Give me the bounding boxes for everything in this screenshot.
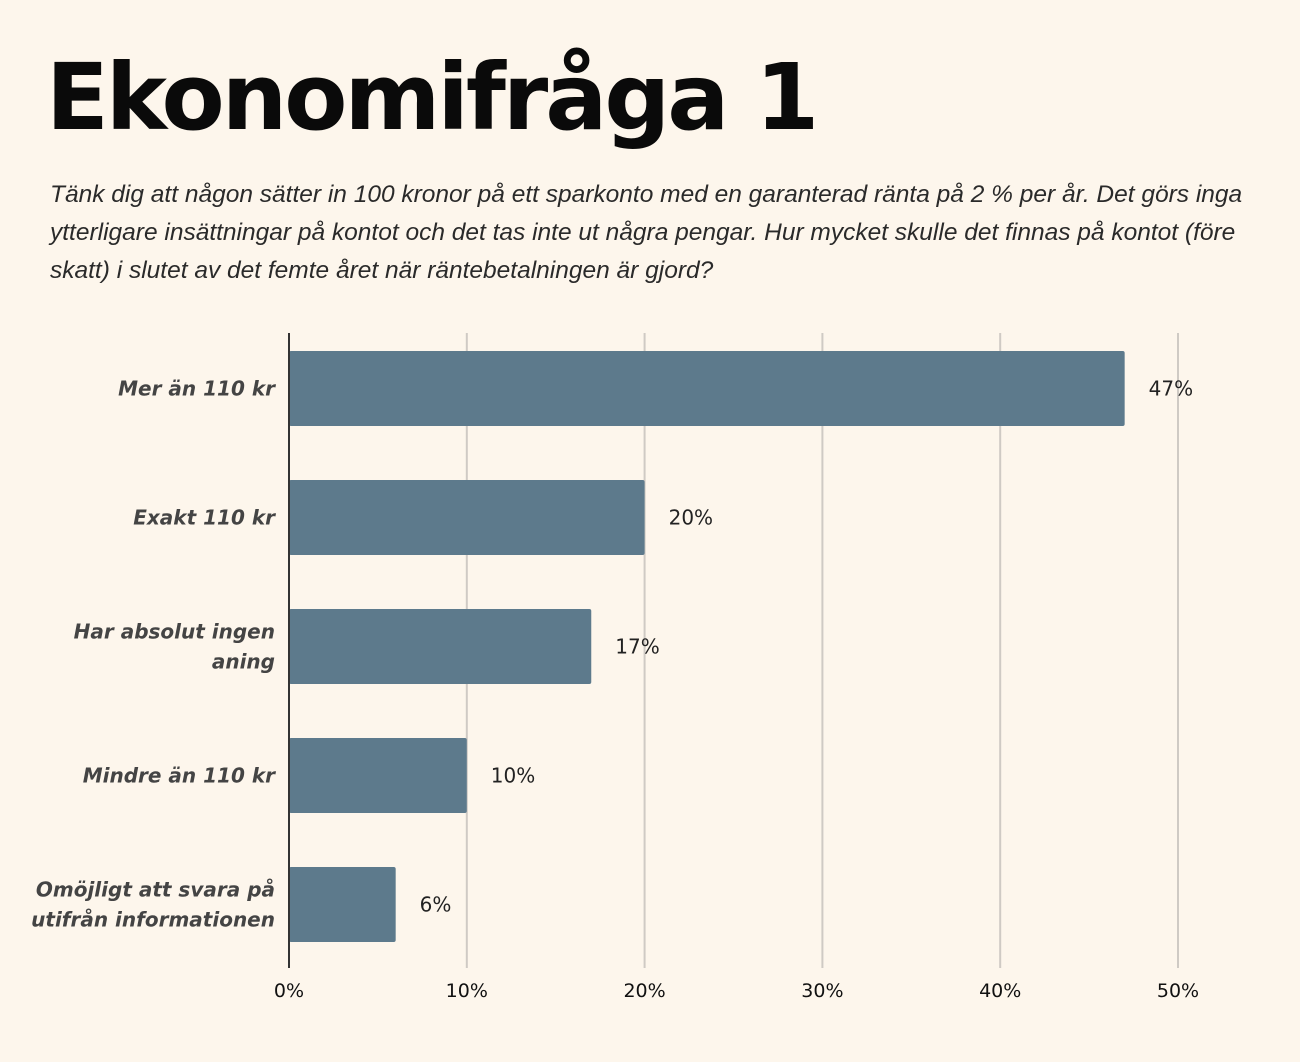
x-tick-label: 20% [623,980,665,1002]
category-label: Exakt 110 kr [133,506,276,530]
x-tick-label: 10% [446,980,488,1002]
category-label: utifrån informationen [31,908,275,932]
x-tick-label: 40% [979,980,1021,1002]
data-label: 6% [420,893,452,917]
x-tick-label: 30% [801,980,843,1002]
category-label: Omöjligt att svara på [36,878,275,902]
chart-subtitle: Tänk dig att någon sätter in 100 kronor … [50,181,1243,284]
data-label: 47% [1149,377,1193,401]
data-label: 10% [491,764,535,788]
category-label: Mer än 110 kr [118,377,276,401]
x-tick-label: 50% [1157,980,1199,1002]
category-label: Mindre än 110 kr [83,764,276,788]
bar [289,351,1125,426]
bar [289,738,467,813]
chart-title: Ekonomifråga 1 [46,44,819,151]
bar [289,480,645,555]
data-label: 17% [615,635,659,659]
bar [289,609,592,684]
x-tick-label: 0% [274,980,304,1002]
bar [289,867,396,942]
category-label: aning [212,650,275,674]
category-label: Har absolut ingen [74,620,275,644]
data-label: 20% [669,506,713,530]
